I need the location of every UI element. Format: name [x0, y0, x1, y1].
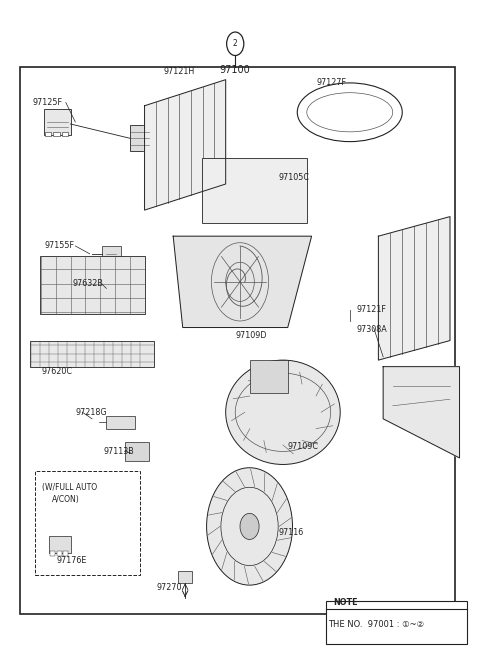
Ellipse shape — [262, 174, 270, 181]
Bar — [326, 601, 467, 644]
Bar — [130, 125, 149, 151]
Text: 2: 2 — [233, 39, 238, 48]
Ellipse shape — [243, 191, 252, 197]
Bar — [62, 132, 68, 136]
Ellipse shape — [207, 207, 216, 214]
Text: A/CON): A/CON) — [51, 495, 79, 504]
Text: 97121F: 97121F — [357, 305, 387, 314]
Text: 97270: 97270 — [156, 582, 182, 591]
Bar — [53, 132, 60, 136]
Ellipse shape — [226, 360, 340, 464]
Text: (W/FULL AUTO: (W/FULL AUTO — [42, 483, 97, 492]
Bar — [35, 471, 140, 575]
Ellipse shape — [225, 174, 234, 181]
Bar — [49, 536, 71, 553]
Ellipse shape — [280, 174, 288, 181]
Ellipse shape — [207, 191, 216, 197]
Bar — [250, 360, 288, 393]
Bar — [45, 132, 51, 136]
Bar — [102, 246, 120, 262]
Bar — [50, 552, 55, 557]
Bar — [44, 109, 71, 135]
Text: 97632B: 97632B — [73, 279, 104, 288]
Text: 97620C: 97620C — [42, 367, 73, 377]
Polygon shape — [378, 217, 450, 360]
Ellipse shape — [243, 207, 252, 214]
Bar — [63, 552, 68, 557]
Text: 97176E: 97176E — [56, 557, 87, 565]
Text: 97308A: 97308A — [357, 325, 388, 334]
Bar — [21, 67, 455, 614]
Circle shape — [206, 468, 292, 585]
Polygon shape — [383, 367, 459, 458]
Text: 97113B: 97113B — [104, 447, 135, 456]
Text: 97109C: 97109C — [288, 442, 319, 451]
Bar — [39, 255, 144, 314]
Ellipse shape — [262, 207, 270, 214]
Text: 97105C: 97105C — [278, 173, 309, 182]
Ellipse shape — [280, 207, 288, 214]
Text: 97116: 97116 — [278, 529, 303, 538]
Text: 97155F: 97155F — [44, 242, 74, 250]
Bar — [178, 571, 192, 583]
Bar — [202, 158, 307, 223]
Text: 97121H: 97121H — [164, 67, 195, 76]
Ellipse shape — [243, 174, 252, 181]
Ellipse shape — [225, 207, 234, 214]
Bar — [107, 415, 135, 428]
Text: 97127F: 97127F — [316, 79, 347, 87]
Text: 97100: 97100 — [220, 65, 251, 75]
Ellipse shape — [280, 191, 288, 197]
Polygon shape — [144, 80, 226, 210]
Bar — [30, 341, 154, 367]
Text: THE NO.  97001 : ①~②: THE NO. 97001 : ①~② — [328, 620, 424, 629]
Ellipse shape — [225, 191, 234, 197]
Circle shape — [240, 514, 259, 540]
Bar — [125, 441, 149, 461]
Text: 97125F: 97125F — [33, 98, 62, 107]
Text: NOTE: NOTE — [333, 597, 358, 607]
Bar — [57, 552, 61, 557]
Polygon shape — [173, 236, 312, 328]
Ellipse shape — [207, 174, 216, 181]
Text: 97218G: 97218G — [75, 408, 107, 417]
Text: 97109D: 97109D — [235, 331, 267, 341]
Ellipse shape — [262, 191, 270, 197]
